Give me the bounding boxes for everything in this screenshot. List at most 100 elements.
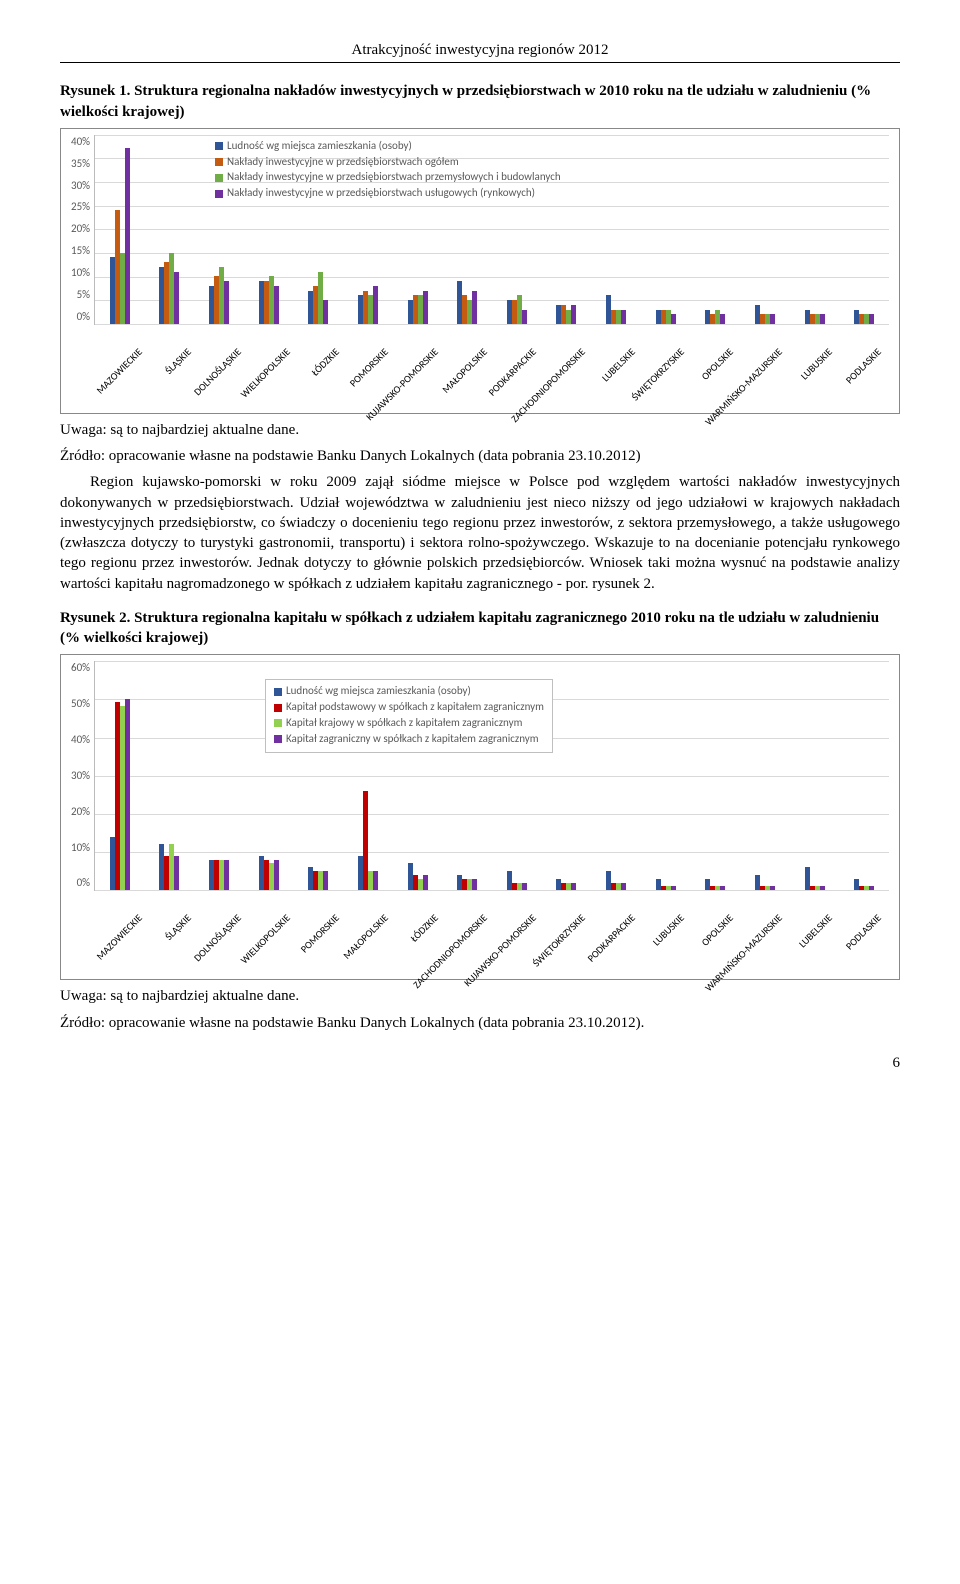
bar — [174, 856, 179, 891]
bar — [373, 286, 378, 324]
y-tick-label: 25% — [71, 200, 90, 215]
legend-label: Ludność wg miejsca zamieszkania (osoby) — [286, 684, 471, 699]
y-tick-label: 0% — [71, 310, 90, 325]
bar-group — [343, 791, 393, 891]
bar-group — [244, 856, 294, 891]
y-tick-label: 50% — [71, 697, 90, 712]
y-tick-label: 60% — [71, 661, 90, 676]
bar-group — [145, 844, 195, 890]
bar-group — [442, 875, 492, 890]
bar-group — [790, 867, 840, 890]
bar — [472, 291, 477, 324]
paragraph-1: Region kujawsko-pomorski w roku 2009 zaj… — [60, 472, 900, 594]
legend-swatch — [274, 688, 282, 696]
bar — [571, 305, 576, 324]
figure2-chart: 60%50%40%30%20%10%0%Ludność wg miejsca z… — [60, 654, 900, 980]
figure1-title: Rysunek 1. Struktura regionalna nakładów… — [60, 81, 900, 122]
legend-item: Ludność wg miejsca zamieszkania (osoby) — [274, 684, 544, 699]
y-axis: 60%50%40%30%20%10%0% — [71, 661, 94, 891]
legend-label: Kapitał zagraniczny w spółkach z kapitał… — [286, 732, 539, 747]
bar — [522, 883, 527, 891]
y-axis: 40%35%30%25%20%15%10%5%0% — [71, 135, 94, 325]
bar — [323, 300, 328, 324]
legend-label: Kapitał krajowy w spółkach z kapitałem z… — [286, 716, 522, 731]
bar-group — [145, 253, 195, 324]
y-tick-label: 10% — [71, 841, 90, 856]
legend-item: Kapitał zagraniczny w spółkach z kapitał… — [274, 732, 544, 747]
legend-swatch — [274, 719, 282, 727]
figure2-title-text: Struktura regionalna kapitału w spółkach… — [60, 610, 879, 646]
plot-area: Ludność wg miejsca zamieszkania (osoby)N… — [94, 135, 889, 325]
bar — [224, 860, 229, 891]
figure1-title-text: Struktura regionalna nakładów inwestycyj… — [60, 83, 871, 119]
bar-group — [393, 291, 443, 324]
bar — [720, 886, 725, 890]
bar — [571, 883, 576, 891]
y-tick-label: 40% — [71, 135, 90, 150]
y-tick-label: 35% — [71, 157, 90, 172]
bar — [323, 871, 328, 890]
bar-group — [839, 310, 889, 324]
legend-swatch — [274, 735, 282, 743]
y-tick-label: 15% — [71, 244, 90, 259]
bar — [671, 886, 676, 890]
bar — [274, 286, 279, 324]
y-tick-label: 30% — [71, 769, 90, 784]
figure2-note-1: Uwaga: są to najbardziej aktualne dane. — [60, 986, 900, 1006]
x-axis: MAZOWIECKIEŚLĄSKIEDOLNOŚLĄSKIEWIELKOPOLS… — [101, 891, 889, 977]
bar — [224, 281, 229, 324]
legend-swatch — [274, 704, 282, 712]
bar-group — [442, 281, 492, 324]
bar-group — [393, 863, 443, 890]
figure1-chart: 40%35%30%25%20%15%10%5%0%Ludność wg miej… — [60, 128, 900, 414]
x-axis: MAZOWIECKIEŚLĄSKIEDOLNOŚLĄSKIEWIELKOPOLS… — [101, 325, 889, 411]
y-tick-label: 40% — [71, 733, 90, 748]
bar-group — [591, 871, 641, 890]
bar-group — [691, 310, 741, 324]
bar — [720, 314, 725, 324]
figure1-prefix: Rysunek 1. — [60, 83, 134, 99]
bar — [125, 699, 130, 891]
bar-group — [492, 295, 542, 324]
bar — [621, 310, 626, 324]
figure1-note-1: Uwaga: są to najbardziej aktualne dane. — [60, 420, 900, 440]
legend: Ludność wg miejsca zamieszkania (osoby)K… — [265, 679, 553, 752]
bar — [869, 886, 874, 890]
bar-group — [194, 860, 244, 891]
bar-group — [542, 879, 592, 891]
y-tick-label: 10% — [71, 266, 90, 281]
bar-group — [740, 875, 790, 890]
legend-label: Kapitał podstawowy w spółkach z kapitałe… — [286, 700, 544, 715]
bar-group — [691, 879, 741, 891]
bar — [621, 883, 626, 891]
bar-group — [95, 148, 145, 324]
bar-group — [294, 272, 344, 324]
bar-group — [591, 295, 641, 324]
bar — [423, 875, 428, 890]
bar-group — [194, 267, 244, 324]
bar-group — [294, 867, 344, 890]
bar — [869, 314, 874, 324]
bar-group — [641, 310, 691, 324]
figure2-prefix: Rysunek 2. — [60, 610, 134, 626]
bar-group — [95, 699, 145, 891]
bar-group — [343, 286, 393, 324]
legend-item: Kapitał krajowy w spółkach z kapitałem z… — [274, 716, 544, 731]
page-header: Atrakcyjność inwestycyjna regionów 2012 — [60, 40, 900, 63]
plot-area: Ludność wg miejsca zamieszkania (osoby)K… — [94, 661, 889, 891]
figure1-note-2: Źródło: opracowanie własne na podstawie … — [60, 446, 900, 466]
legend-item: Kapitał podstawowy w spółkach z kapitałe… — [274, 700, 544, 715]
bar-group — [839, 879, 889, 891]
bar-group — [492, 871, 542, 890]
bar-group — [790, 310, 840, 324]
bar — [274, 860, 279, 891]
bar — [820, 314, 825, 324]
y-tick-label: 30% — [71, 179, 90, 194]
bar — [174, 272, 179, 324]
bar — [770, 314, 775, 324]
bar-group — [542, 305, 592, 324]
bar — [671, 314, 676, 324]
bar-group — [641, 879, 691, 891]
y-tick-label: 20% — [71, 805, 90, 820]
bar-group — [244, 276, 294, 324]
